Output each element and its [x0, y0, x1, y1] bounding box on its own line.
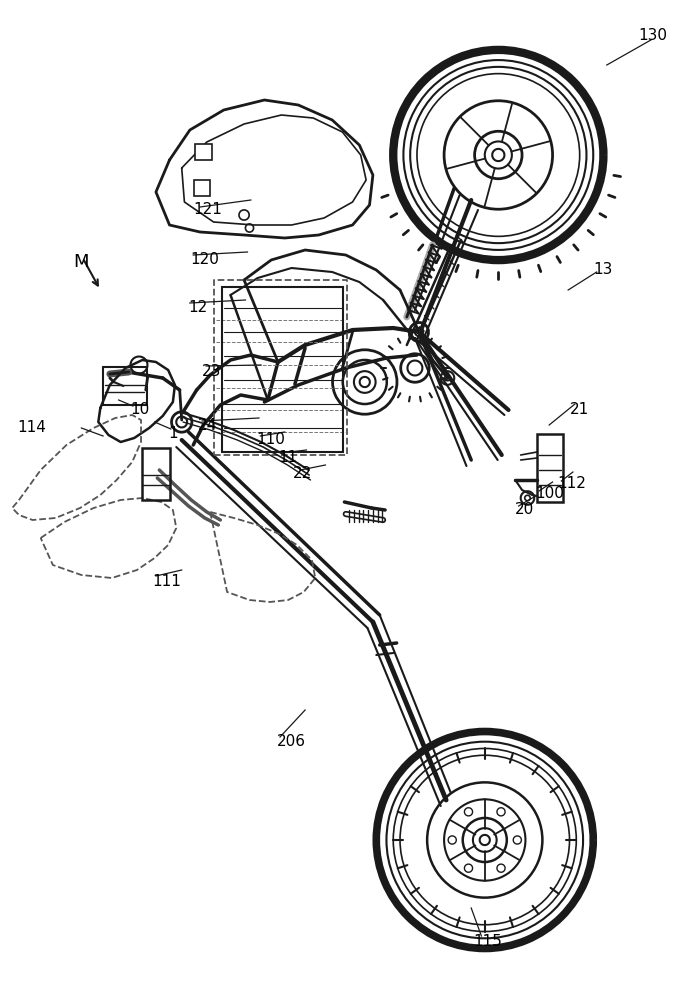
Text: 22: 22: [293, 466, 312, 481]
Text: M: M: [73, 253, 89, 271]
Text: 24: 24: [198, 418, 217, 434]
Bar: [222, 287, 343, 452]
Text: 100: 100: [536, 487, 565, 502]
Text: 20: 20: [515, 502, 534, 518]
Bar: [194, 180, 210, 196]
Text: 21: 21: [570, 402, 589, 418]
Text: 11: 11: [278, 450, 297, 464]
Text: 115: 115: [473, 934, 502, 950]
Text: 12: 12: [188, 300, 207, 316]
Text: 1: 1: [168, 426, 178, 440]
Text: 111: 111: [153, 574, 182, 589]
Bar: [142, 448, 170, 500]
Text: 112: 112: [557, 477, 586, 491]
Text: 120: 120: [190, 252, 219, 267]
Text: 110: 110: [256, 432, 285, 448]
Text: 10: 10: [130, 402, 149, 418]
Text: 121: 121: [193, 202, 222, 218]
Text: 13: 13: [593, 262, 613, 277]
Bar: [103, 367, 147, 405]
Bar: [195, 144, 212, 160]
Text: 23: 23: [202, 364, 222, 379]
Text: 130: 130: [639, 27, 668, 42]
Bar: [537, 434, 563, 502]
Text: 206: 206: [277, 734, 306, 750]
Text: 114: 114: [17, 420, 46, 436]
